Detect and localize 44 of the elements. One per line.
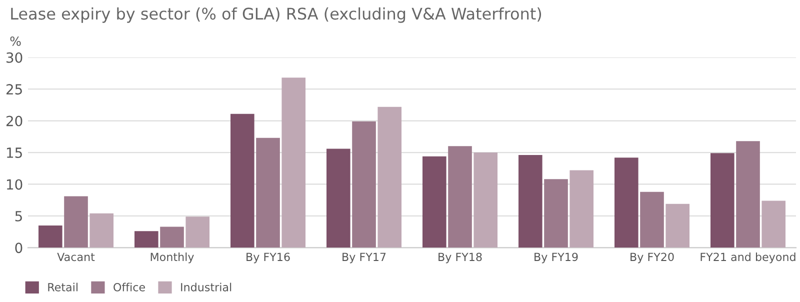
bar [282, 78, 306, 248]
bar [710, 153, 734, 248]
x-tick-label: By FY18 [438, 252, 482, 264]
x-tick-label: By FY20 [630, 252, 674, 264]
y-tick-label: 0 [15, 242, 22, 254]
legend-label: Industrial [181, 282, 232, 292]
bar [134, 231, 158, 248]
y-tick-label: 5 [15, 211, 22, 222]
bar [570, 170, 594, 248]
x-tick-label: FY21 and beyond [700, 252, 796, 264]
x-tick-label: By FY19 [534, 252, 578, 264]
bar [256, 138, 280, 248]
y-axis-title: % [10, 36, 21, 46]
bar [64, 196, 88, 248]
bar [474, 152, 498, 248]
y-tick-label: 15 [6, 148, 22, 158]
bar [378, 106, 402, 248]
bar [90, 213, 114, 248]
bar [544, 179, 568, 248]
bar [422, 156, 446, 248]
x-tick-label: Vacant [57, 252, 95, 262]
bar [230, 114, 254, 248]
bar [326, 148, 350, 248]
bar [762, 200, 786, 248]
bar [736, 141, 760, 248]
chart-title: Lease expiry by sector (% of GLA) RSA (excluding V&A Waterfront) [11, 7, 542, 23]
x-tick-label: By FY17 [342, 252, 386, 264]
bar [38, 225, 62, 248]
y-tick-label: 25 [6, 84, 22, 95]
y-tick-label: 10 [6, 179, 22, 190]
bar [666, 204, 690, 248]
bar [640, 192, 664, 248]
x-tick-label: By FY16 [246, 252, 290, 264]
bar [448, 146, 472, 248]
legend-label: Retail [48, 282, 78, 292]
legend-label: Office [114, 282, 145, 292]
bar [160, 226, 184, 248]
y-tick-label: 30 [6, 52, 22, 63]
bar [614, 158, 638, 248]
bar [518, 155, 542, 248]
bar [352, 121, 376, 248]
x-tick-label: Monthly [150, 252, 194, 264]
y-tick-label: 20 [6, 116, 22, 126]
bar [186, 216, 210, 248]
